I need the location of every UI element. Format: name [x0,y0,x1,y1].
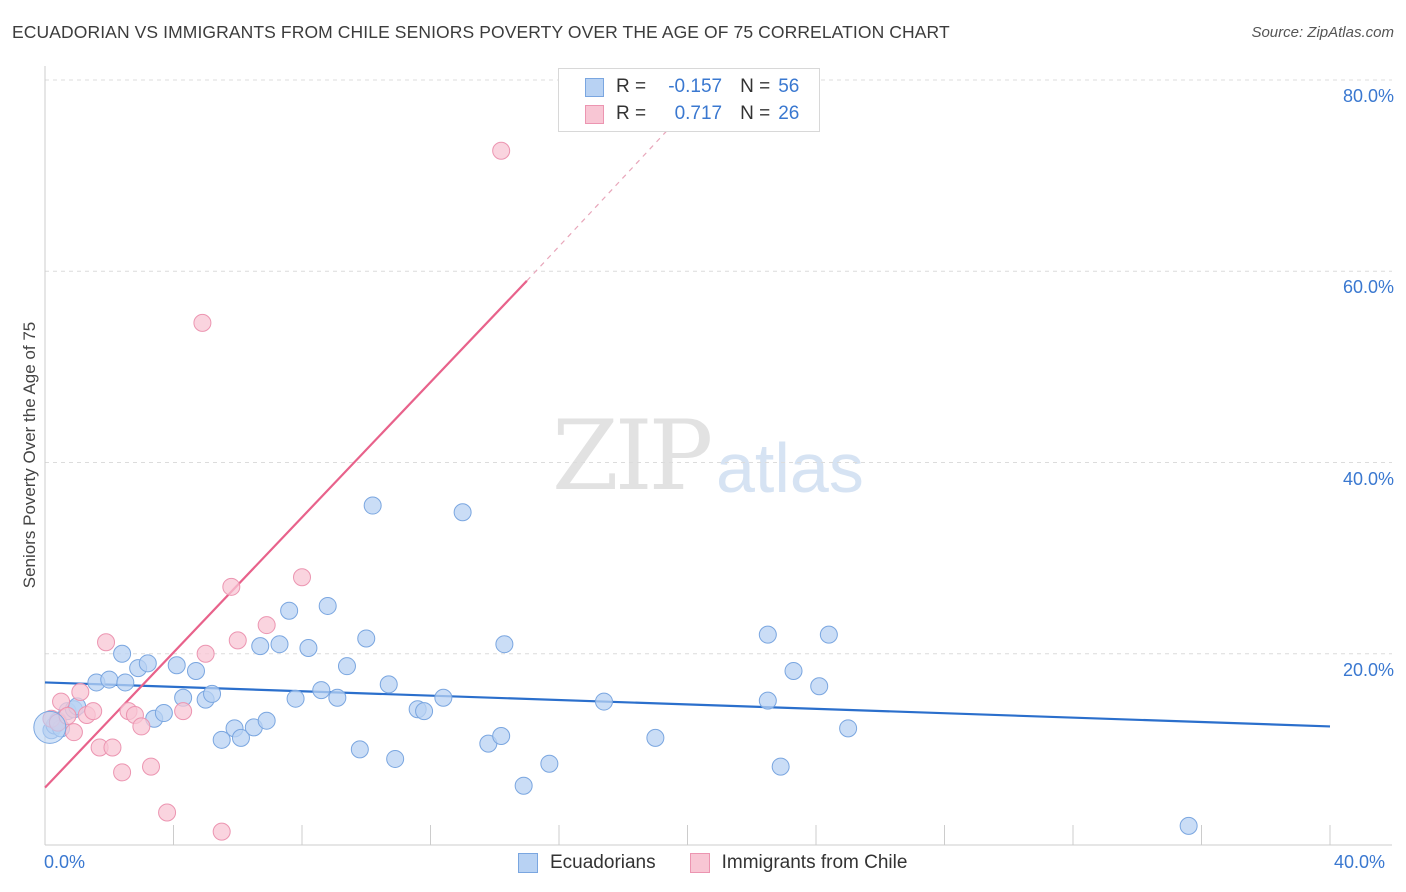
ecuadorian-point [280,601,299,620]
y-tick-label-80: 80.0% [1342,86,1394,106]
ecuadorian-point [540,754,559,773]
ecuadorian-point [492,726,511,745]
legend-item-ecuadorians[interactable]: Ecuadorians [518,852,656,874]
data-points [33,141,1198,841]
ecuadorian-point [328,688,347,707]
legend-row-chile: R = 0.717 N = 26 [585,101,799,127]
trend-lines [44,108,1331,789]
chile-point [97,633,116,652]
y-tick-label-20: 20.0% [1342,659,1394,680]
chile-point [84,702,103,721]
ecuadorian-point [312,681,331,700]
watermark-zip: ZIP [552,400,713,512]
legend-item-chile[interactable]: Immigrants from Chile [689,852,908,874]
ecuadorian-point [270,635,289,654]
ecuadorian-point [350,740,369,759]
chile-point [196,644,215,663]
legend-r-label: R = [616,76,647,97]
chile-point [492,141,511,160]
trend-line-chile [44,280,528,789]
ecuadorian-point [810,677,829,696]
ecuadorian-cluster-point [33,710,67,744]
ecuadorian-point [251,637,270,656]
ecuadorian-point [415,702,434,721]
ecuadorian-point [186,661,205,680]
ecuadorian-point [203,684,222,703]
y-tick-label-60: 60.0% [1342,277,1394,298]
chart-title: ECUADORIAN VS IMMIGRANTS FROM CHILE SENI… [12,22,950,42]
legend-row-ecuadorians: R = -0.157 N = 56 [585,74,799,100]
ecuadorian-point [386,749,405,768]
ecuadorian-point [138,654,157,673]
chile-point [228,631,247,650]
ecuadorian-point [231,728,250,747]
ecuadorian-point [434,688,453,707]
ecuadorian-point [116,673,135,692]
ecuadorian-point [299,639,318,658]
chile-point [64,723,83,742]
legend-r-value: 0.717 [674,103,723,124]
chile-point [71,683,90,701]
legend-swatch-pink [585,104,604,124]
gridlines [45,79,1392,655]
ecuadorian-point [337,657,356,676]
ecuadorian-point [819,625,838,644]
source-label: Source: ZipAtlas.com [1251,24,1394,41]
legend-label-chile: Immigrants from Chile [721,852,908,873]
ecuadorian-point [1179,816,1198,835]
legend-n-value: 56 [778,76,800,97]
chile-point [222,577,241,596]
chile-point [174,702,193,721]
chile-point [103,738,122,757]
ecuadorian-point [167,656,186,675]
ecuadorian-point [286,689,305,708]
correlation-legend: R = -0.157 N = 56 R = 0.717 N = 26 [558,68,820,132]
ecuadorian-point [154,704,173,723]
ecuadorian-point [212,730,231,749]
legend-swatch-blue [585,77,604,97]
trend-line-chile-extension [526,108,688,282]
legend-n-value: 26 [778,103,800,124]
ecuadorian-point [453,503,472,522]
x-tick-label-max: 40.0% [1334,852,1386,872]
ecuadorian-point [646,728,665,747]
chile-point [132,717,151,736]
ecuadorian-point [100,670,119,689]
legend-r-label: R = [616,103,647,124]
ecuadorian-point [594,692,613,711]
ecuadorian-point [839,719,858,738]
ecuadorian-point [113,644,132,663]
ecuadorian-point [771,757,790,776]
legend-n-label: N = [740,103,771,124]
trend-line-ecuadorians [44,681,1331,728]
ecuadorian-point [318,596,337,615]
ecuadorian-point [758,691,777,710]
x-tick-label-min: 0.0% [44,852,86,872]
legend-swatch-blue [518,853,538,873]
legend-swatch-pink [689,853,710,873]
y-tick-label-40: 40.0% [1342,468,1394,489]
chile-point [257,616,276,635]
legend-r-value: -0.157 [668,76,723,97]
series-legend: Ecuadorians Immigrants from Chile [518,852,941,874]
chile-point [293,568,311,587]
chile-point [158,803,177,822]
ecuadorian-point [257,711,276,730]
ecuadorian-point [363,496,382,515]
ecuadorian-point [758,625,777,644]
ecuadorian-point [357,629,376,648]
legend-n-label: N = [740,76,771,97]
chile-point [142,757,161,776]
chile-point [113,763,132,782]
ecuadorian-point [379,675,398,694]
chile-point [193,313,212,332]
chile-point [212,822,231,841]
ecuadorian-point [495,635,514,654]
legend-label-ecuadorians: Ecuadorians [550,852,656,873]
ecuadorian-point [514,776,533,795]
ecuadorian-point [784,661,803,680]
watermark-atlas: atlas [716,429,864,507]
